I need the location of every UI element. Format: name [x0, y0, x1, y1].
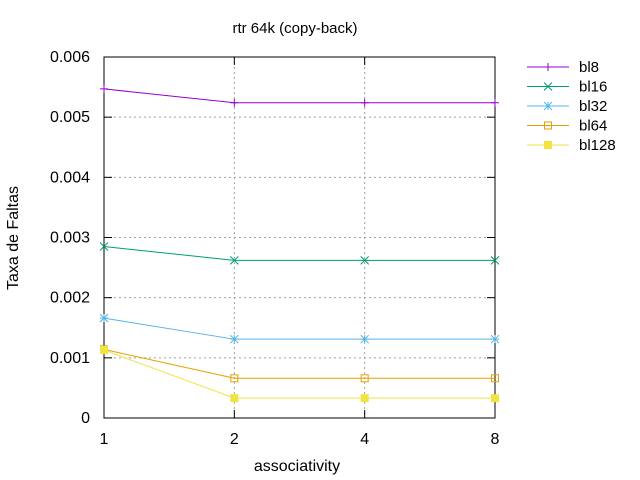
series-line — [103, 349, 495, 399]
y-tick-label: 0.004 — [50, 169, 90, 186]
data-point — [360, 256, 370, 265]
data-point — [99, 313, 109, 323]
data-point — [230, 394, 239, 403]
legend-item: bl64 — [527, 118, 607, 135]
legend-marker — [543, 82, 553, 91]
data-point — [490, 256, 500, 265]
data-point — [491, 98, 499, 107]
y-tick-label: 0 — [81, 410, 90, 427]
x-tick-label: 1 — [100, 431, 109, 448]
legend-marker — [544, 63, 552, 71]
series-bl128 — [100, 346, 499, 403]
legend: bl8 bl16 bl32 bl64 bl128 — [527, 59, 616, 154]
y-axis-title: Taxa de Faltas — [5, 186, 22, 290]
series-line — [103, 348, 495, 379]
series-line — [103, 88, 495, 104]
legend-marker — [543, 101, 553, 111]
data-point — [360, 334, 370, 344]
data-point — [229, 334, 239, 344]
series-line — [103, 246, 495, 261]
x-axis-title: associativity — [254, 458, 340, 475]
x-tick-label: 4 — [360, 431, 369, 448]
y-tick-label: 0.006 — [50, 49, 90, 66]
data-point — [490, 334, 500, 344]
legend-label: bl128 — [579, 137, 616, 154]
chart-title: rtr 64k (copy-back) — [232, 20, 357, 37]
series-bl64 — [100, 345, 499, 383]
legend-item: bl16 — [527, 79, 607, 96]
series-bl32 — [99, 313, 500, 344]
legend-item: bl8 — [527, 59, 599, 76]
series-bl8 — [100, 84, 499, 107]
y-tick-label: 0.005 — [50, 109, 90, 126]
legend-label: bl16 — [579, 79, 607, 96]
data-point — [491, 394, 499, 403]
legend-label: bl32 — [579, 98, 607, 115]
series-line — [103, 317, 495, 340]
grid-lines — [104, 57, 495, 418]
data-point — [230, 98, 239, 107]
data-point — [99, 242, 109, 251]
x-tick-label: 8 — [491, 431, 500, 448]
legend-item: bl32 — [527, 98, 607, 115]
data-point — [360, 394, 369, 403]
legend-marker — [544, 141, 552, 149]
axis-ticks: 0 0.001 0.002 0.003 0.004 0.005 0.006 1 2 4 8 — [50, 49, 500, 448]
x-tick-label: 2 — [230, 431, 239, 448]
data-point — [360, 374, 369, 383]
data-point — [100, 346, 108, 355]
y-tick-label: 0.002 — [50, 290, 90, 307]
data-point — [230, 374, 239, 383]
series-bl16 — [99, 242, 500, 265]
data-point — [491, 374, 499, 383]
legend-marker — [544, 121, 552, 130]
data-point — [100, 84, 108, 93]
y-tick-label: 0.001 — [50, 350, 90, 367]
data-point — [360, 98, 369, 107]
data-point — [229, 256, 239, 265]
legend-label: bl64 — [579, 118, 607, 135]
y-tick-label: 0.003 — [50, 230, 90, 247]
legend-label: bl8 — [579, 59, 599, 76]
series-group — [99, 84, 500, 403]
legend-item: bl128 — [527, 137, 616, 154]
